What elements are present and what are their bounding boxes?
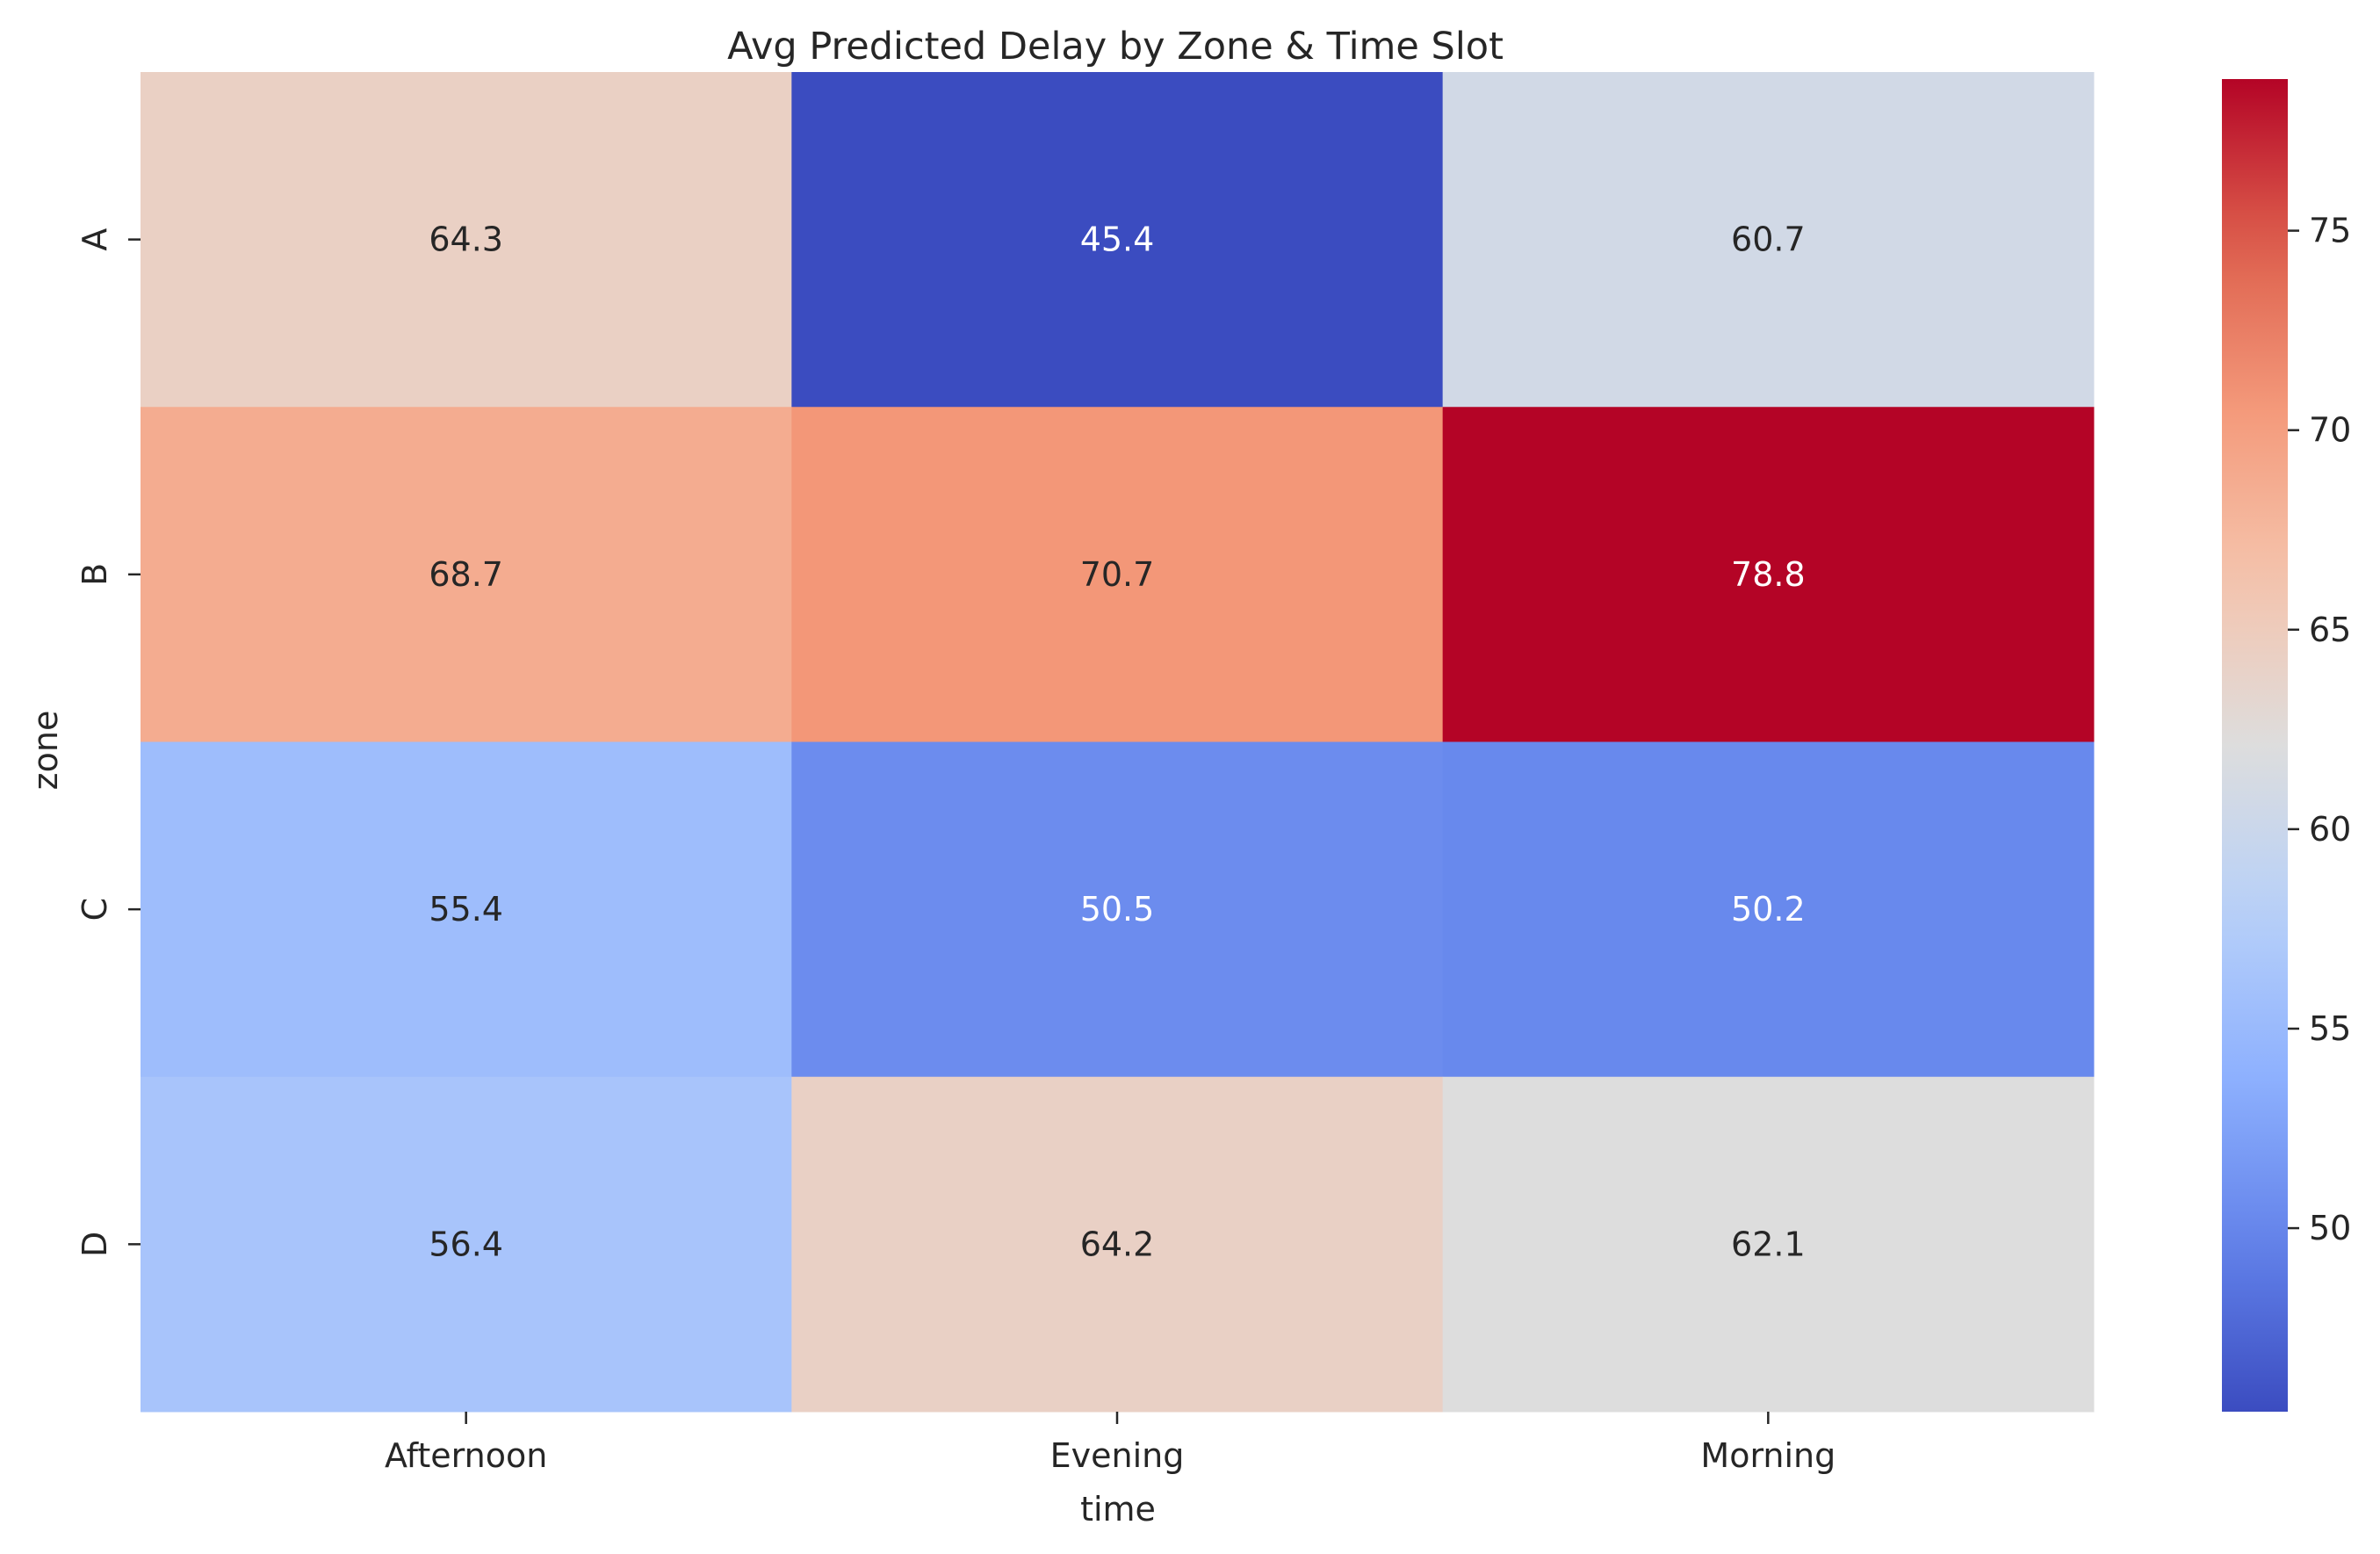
cell-value-label: 50.5 [1080,890,1155,929]
heatmap-cell-labels: 64.3 45.4 60.7 68.7 70.7 78.8 55.4 50.5 50.2 56.4… [429,220,1805,1264]
colorbar-tick-label: 60 [2309,810,2351,849]
colorbar-scale [2222,79,2288,1412]
x-tick-label: Evening [1050,1436,1185,1475]
cell-value-label: 55.4 [429,890,503,929]
y-tick-label: B [76,563,114,586]
colorbar: 50 55 60 65 70 75 [2222,79,2351,1412]
colorbar-tick-label: 55 [2309,1009,2351,1048]
cell-value-label: 78.8 [1731,555,1806,594]
cell-value-label: 45.4 [1080,220,1155,259]
y-tick-label: D [76,1232,114,1257]
heatmap-cell [791,72,1444,408]
colorbar-tick-label: 70 [2309,411,2351,450]
colorbar-tick-label: 65 [2309,611,2351,649]
chart-title: Avg Predicted Delay by Zone & Time Slot [727,25,1504,69]
colorbar-tick-label: 50 [2309,1209,2351,1247]
cell-value-label: 56.4 [429,1225,503,1263]
x-tick-label: Afternoon [385,1436,547,1475]
cell-value-label: 68.7 [429,555,503,594]
x-tick-label: Morning [1700,1436,1835,1475]
heatmap-cell [791,741,1444,1078]
y-axis: A B C D [76,228,141,1257]
heatmap-cell [1442,741,2095,1078]
cell-value-label: 62.1 [1731,1225,1806,1263]
heatmap-cell [141,407,792,742]
cell-value-label: 60.7 [1731,220,1806,259]
cell-value-label: 50.2 [1731,890,1806,929]
colorbar-tick-label: 75 [2309,212,2351,250]
cell-value-label: 64.2 [1080,1225,1155,1263]
y-tick-label: C [76,898,114,922]
heatmap-cell [791,1076,1444,1413]
x-axis-label: time [1080,1490,1156,1529]
heatmap-cell [1442,1076,2095,1413]
cell-value-label: 64.3 [429,220,503,259]
heatmap-cell [141,741,792,1078]
y-tick-label: A [76,228,114,251]
heatmap-cell [791,407,1444,742]
heatmap-cell [1442,72,2095,408]
cell-value-label: 70.7 [1080,555,1155,594]
heatmap-cells [141,72,2095,1413]
heatmap-cell [141,1076,792,1413]
heatmap-cell [141,72,792,408]
y-axis-label: zone [26,711,65,791]
heatmap-cell [1442,407,2095,742]
x-axis: Afternoon Evening Morning [385,1412,1835,1475]
